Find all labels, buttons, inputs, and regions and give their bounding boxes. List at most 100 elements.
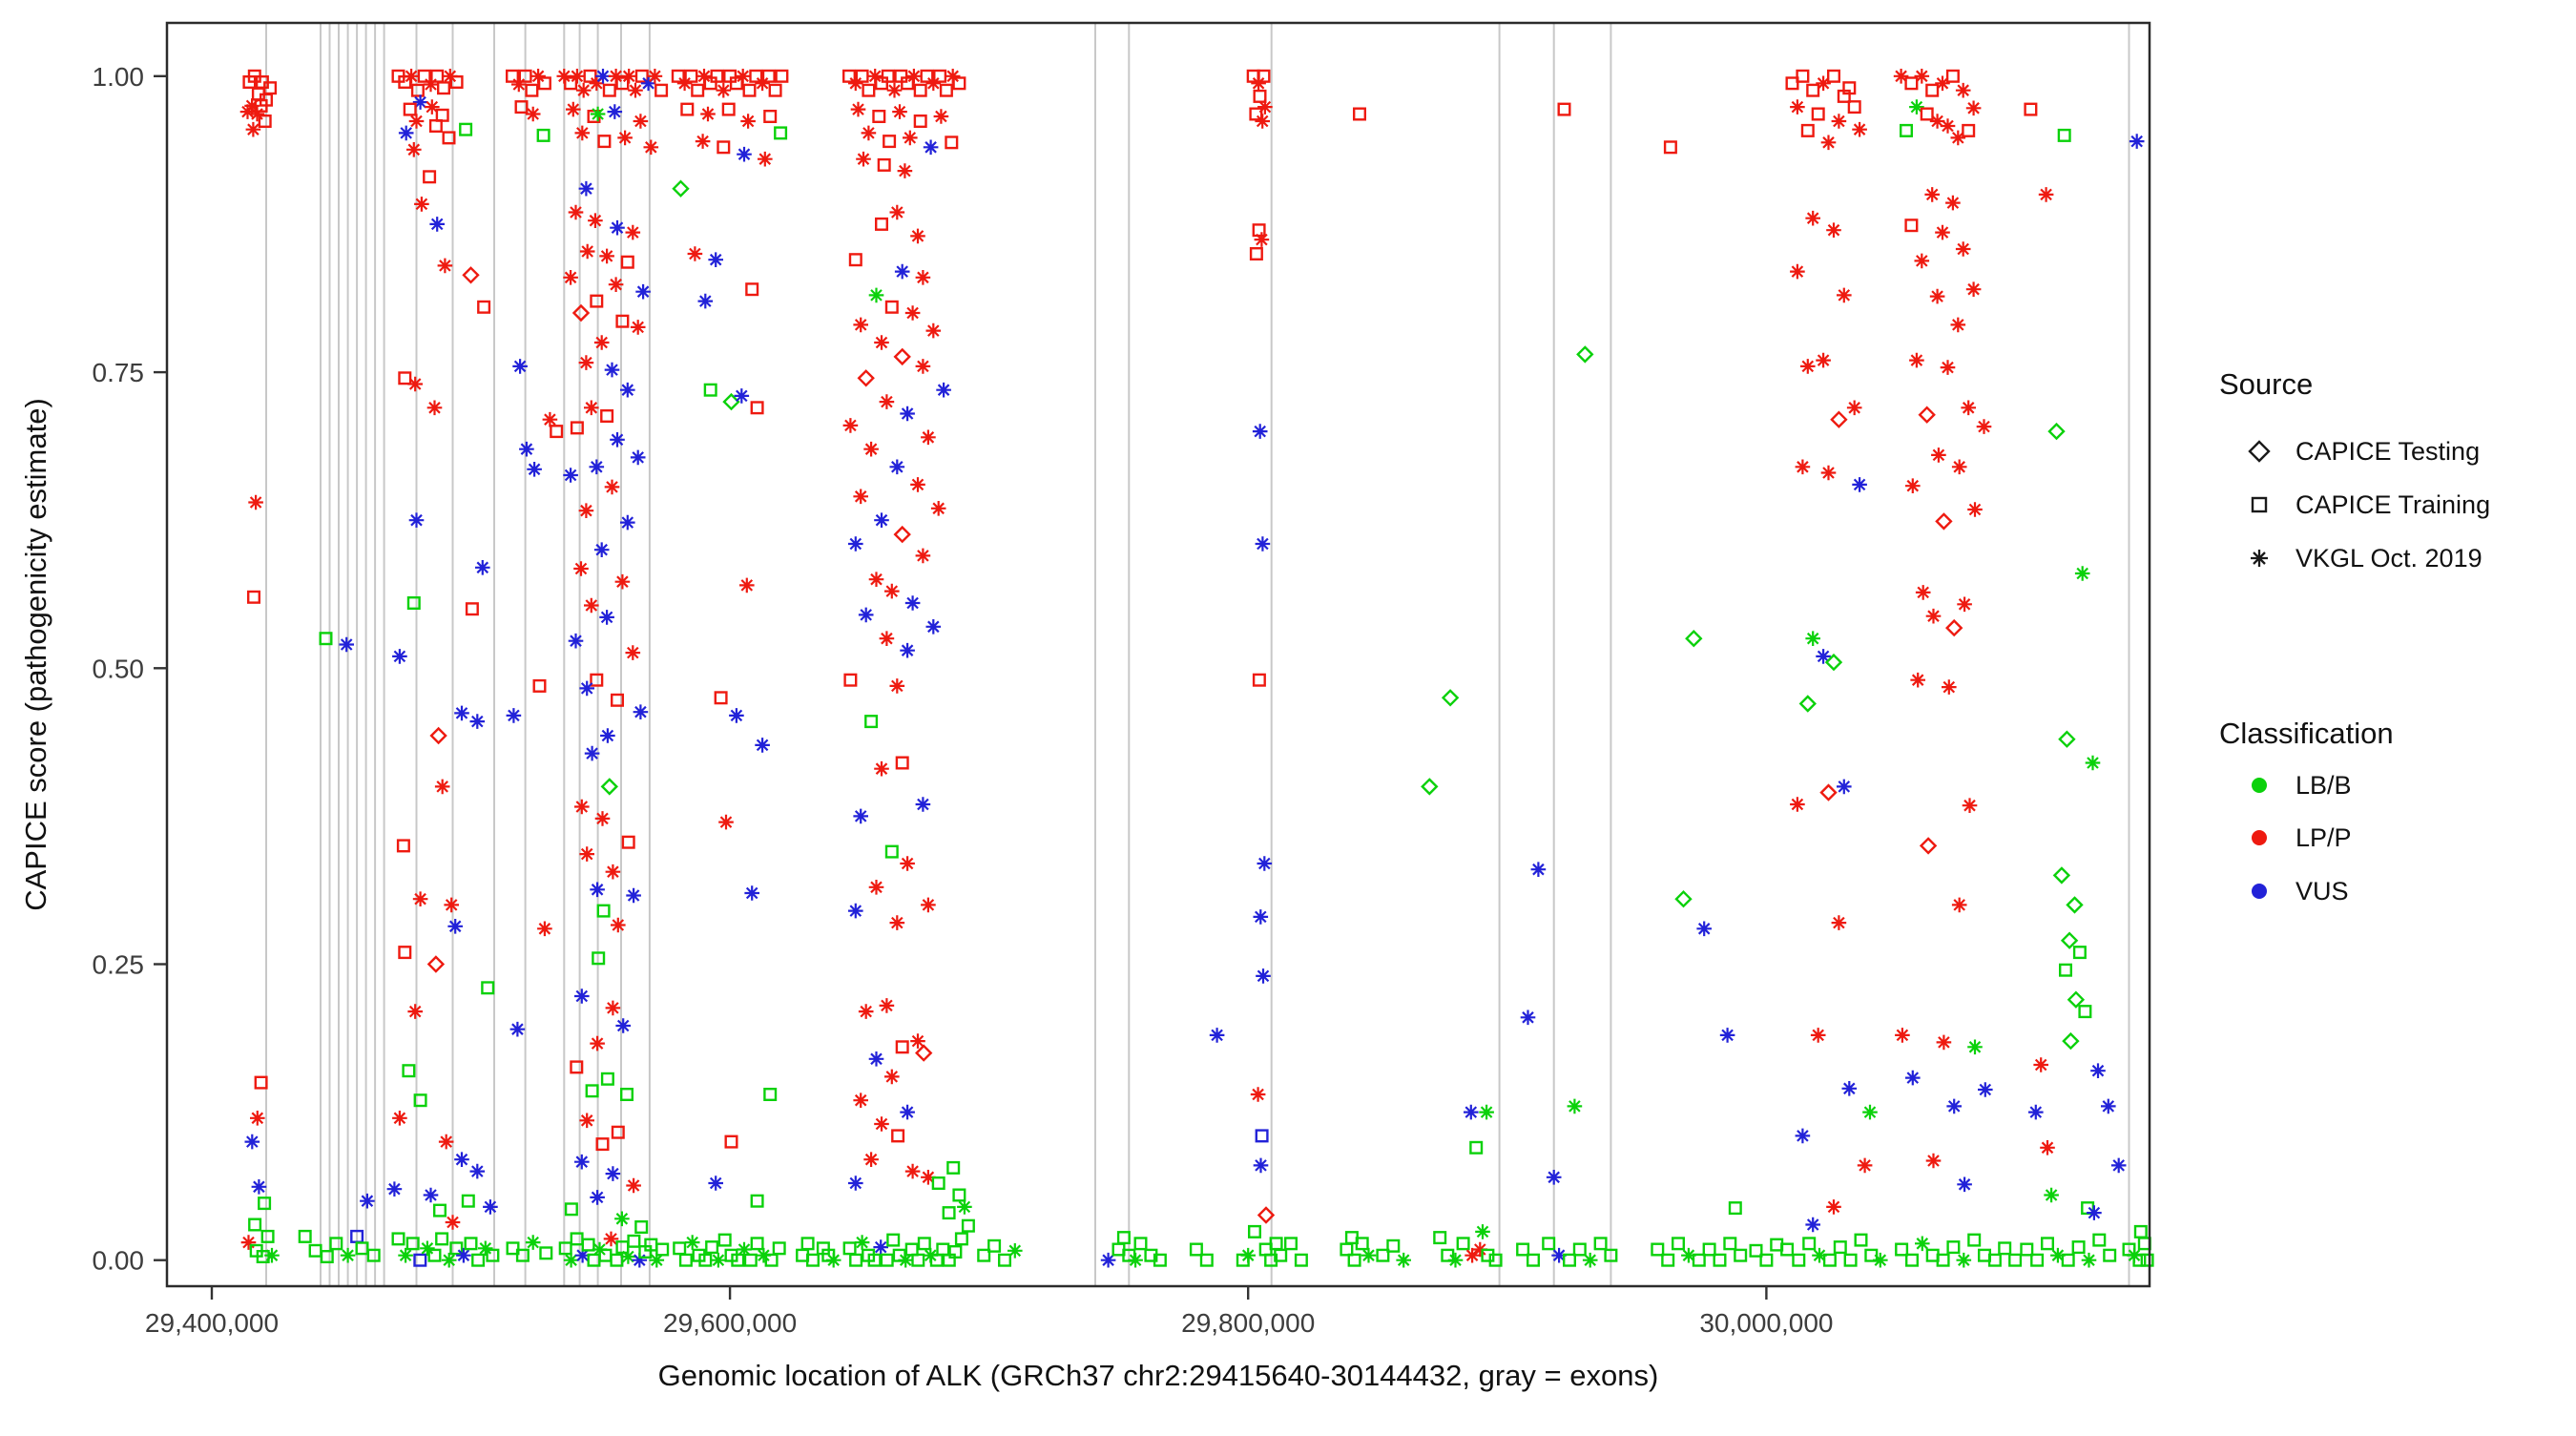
data-point-asterisk (1790, 797, 1805, 812)
data-point-square (595, 1137, 610, 1152)
data-point-asterisk (925, 619, 942, 635)
data-point-asterisk (635, 283, 651, 300)
legend-item-lbb: LB/B (2252, 771, 2352, 800)
data-point-asterisk (737, 146, 752, 162)
data-point-square (247, 590, 261, 604)
data-point-asterisk (610, 219, 625, 236)
legend-item-capice-testing: CAPICE Testing (2248, 437, 2480, 466)
data-point-asterisk (574, 1154, 590, 1170)
data-point-square (410, 83, 425, 97)
data-point-square (1713, 1253, 1727, 1267)
data-point-asterisk (1465, 1247, 1480, 1263)
data-point-asterisk (574, 799, 590, 815)
data-point-diamond (426, 955, 446, 973)
data-point-diamond (462, 266, 480, 284)
data-point-square (945, 135, 959, 150)
data-point-square (413, 1253, 427, 1267)
data-point-asterisk (568, 204, 584, 220)
data-point-asterisk (632, 1252, 648, 1268)
data-point-diamond (1441, 689, 1460, 707)
data-point-asterisk (603, 1231, 619, 1247)
data-point-square (258, 1197, 272, 1211)
data-point-asterisk (1915, 585, 1931, 600)
data-point-asterisk (1567, 1098, 1583, 1114)
data-point-asterisk (1965, 100, 1982, 116)
data-point-asterisk (910, 228, 925, 244)
data-point-asterisk (2127, 1247, 2142, 1263)
data-point-asterisk (1946, 1098, 1962, 1114)
data-point-square (600, 409, 614, 424)
data-point-asterisk (921, 897, 936, 913)
data-point-asterisk (2038, 187, 2054, 202)
data-point-asterisk (595, 69, 611, 84)
data-point-asterisk (945, 69, 961, 84)
data-point-asterisk (892, 104, 907, 119)
data-point-asterisk (1816, 352, 1831, 368)
data-point-square (634, 1219, 649, 1234)
data-point-asterisk (1961, 400, 1976, 416)
data-point-asterisk (687, 246, 703, 261)
data-point-asterisk (1253, 1157, 1269, 1174)
data-point-square (539, 1246, 553, 1260)
data-point-square (886, 1233, 901, 1247)
data-point-diamond (1421, 778, 1439, 796)
data-point-asterisk (1914, 69, 1930, 84)
data-point-asterisk (879, 631, 895, 646)
data-point-square (398, 946, 412, 960)
data-point-asterisk (734, 388, 750, 404)
data-point-diamond (600, 778, 618, 796)
data-point-asterisk (640, 75, 656, 92)
data-point-asterisk (904, 1163, 921, 1179)
data-point-square (764, 1253, 779, 1267)
data-point-asterisk (604, 479, 620, 495)
data-point-asterisk (530, 69, 546, 84)
data-point-asterisk (1893, 69, 1909, 84)
data-point-square (1847, 100, 1861, 114)
data-point-square (1661, 1253, 1675, 1267)
data-point-square (405, 1237, 420, 1251)
data-point-asterisk (903, 130, 918, 146)
data-point-asterisk (904, 305, 921, 321)
panel-border-layer (165, 21, 2151, 1288)
data-point-asterisk (873, 1239, 888, 1255)
data-point-asterisk (1955, 241, 1971, 257)
data-point-asterisk (589, 75, 605, 92)
data-point-asterisk (1396, 1252, 1411, 1268)
data-point-asterisk (599, 248, 614, 264)
data-point-asterisk (868, 287, 884, 303)
data-point-asterisk (897, 163, 913, 178)
data-point-asterisk (758, 151, 773, 167)
data-point-square (952, 76, 966, 91)
data-point-asterisk (716, 82, 732, 98)
data-point-asterisk (1915, 1236, 1930, 1252)
data-point-square (1899, 123, 1913, 137)
data-point-square (705, 1240, 719, 1255)
data-point-asterisk (1790, 263, 1805, 280)
data-point-square (1904, 76, 1919, 91)
data-point-asterisk (925, 75, 942, 92)
data-point-asterisk (936, 382, 951, 398)
data-point-asterisk (889, 678, 905, 694)
data-point-asterisk (2050, 1247, 2066, 1263)
data-point-asterisk (590, 882, 605, 898)
data-point-asterisk (621, 69, 636, 84)
data-point-square (537, 76, 551, 91)
data-point-diamond (1257, 1206, 1276, 1224)
data-point-square (821, 1248, 836, 1262)
data-point-square (1723, 1237, 1737, 1251)
data-point-square (515, 1248, 530, 1262)
data-point-asterisk (1837, 779, 1852, 795)
data-point-square (1386, 1238, 1401, 1253)
data-point-square (1925, 83, 1940, 97)
data-point-asterisk (696, 69, 712, 84)
data-point-square (772, 1241, 786, 1256)
data-point-square (1441, 1248, 1455, 1262)
data-point-asterisk (1254, 232, 1270, 247)
data-point-asterisk (744, 885, 759, 901)
data-point-square (2092, 1233, 2107, 1247)
data-point-asterisk (406, 142, 422, 157)
data-point-asterisk (1951, 459, 1967, 475)
data-point-square (597, 135, 612, 149)
data-point-square (355, 1241, 369, 1256)
legend-item-label: LP/P (2296, 823, 2352, 852)
